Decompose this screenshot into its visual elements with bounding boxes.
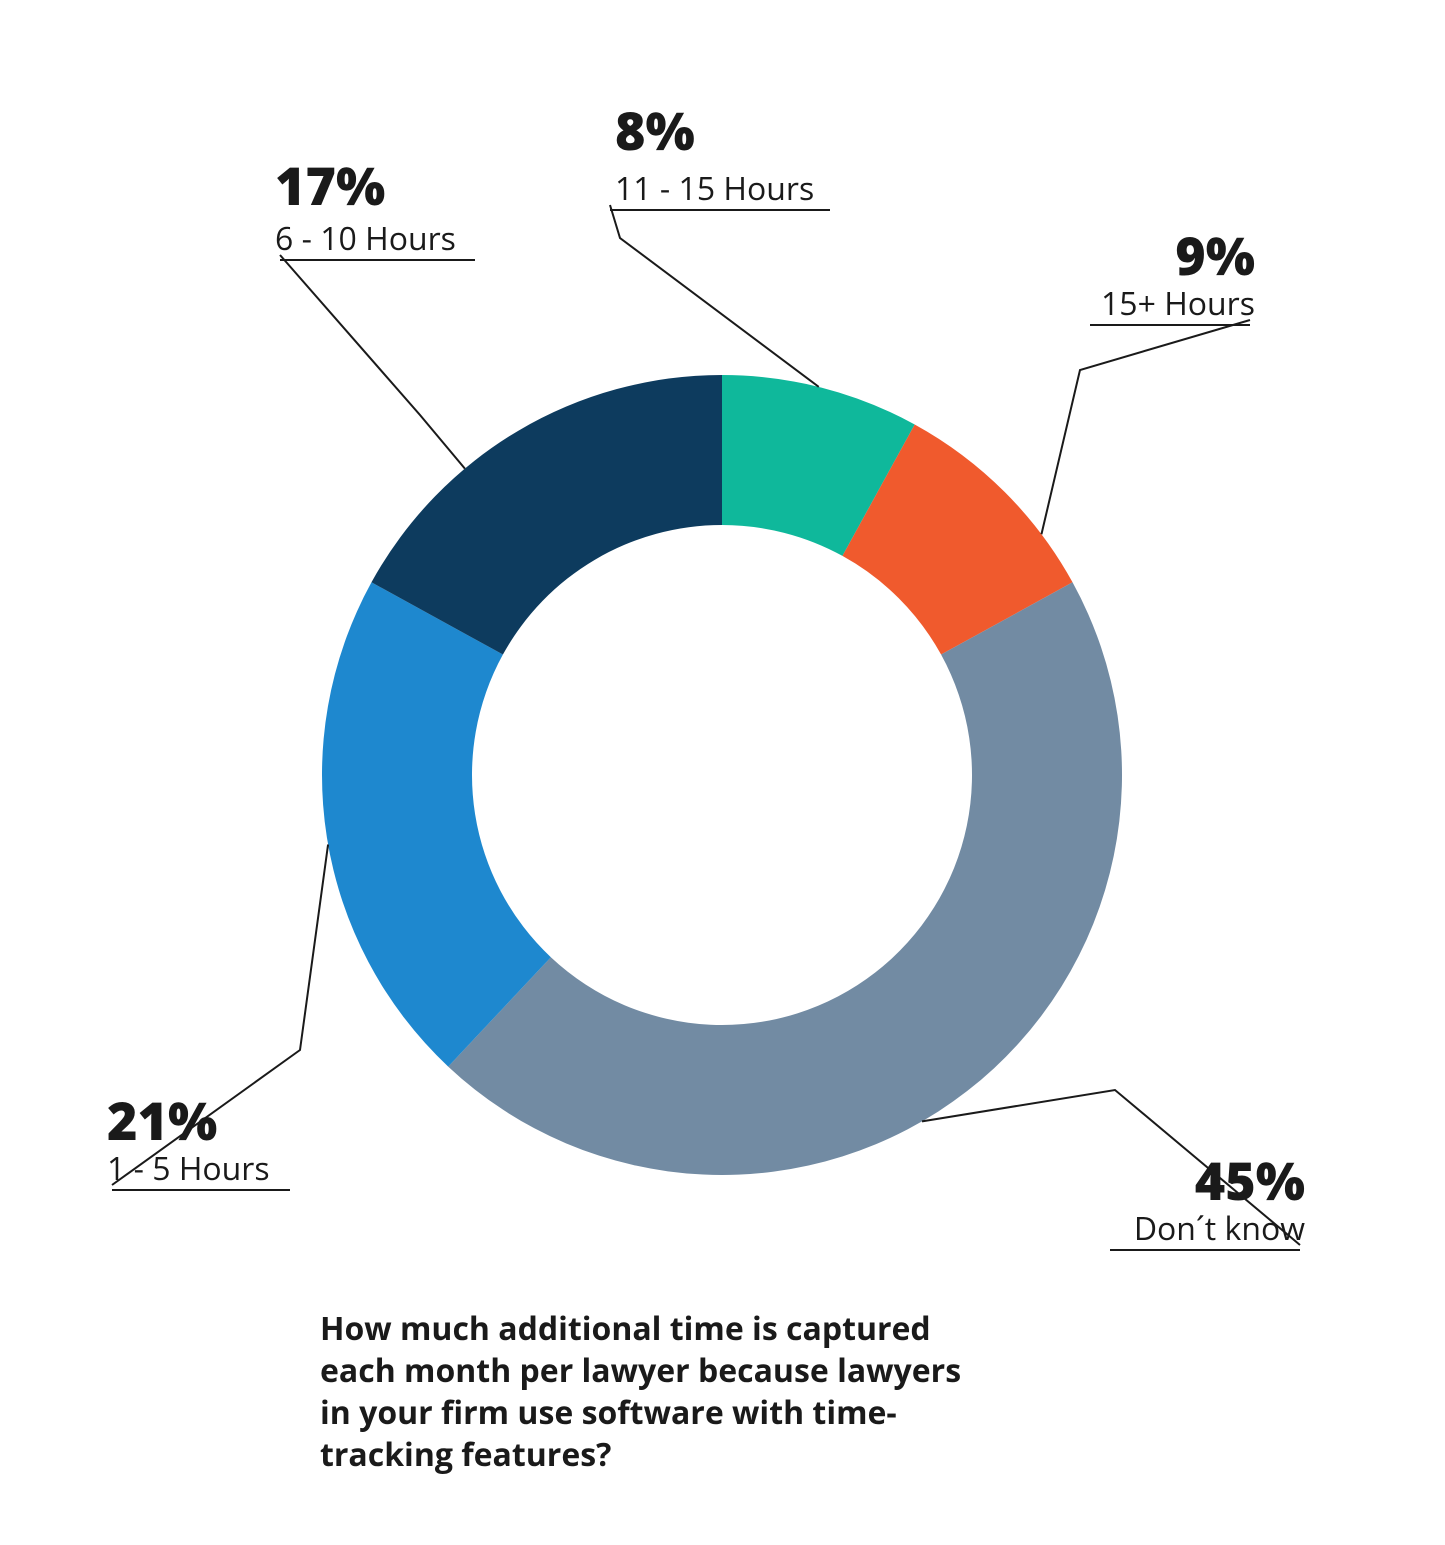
slice-percent: 9% <box>1175 220 1255 291</box>
slice-percent: 17% <box>275 150 385 221</box>
slice-label: 11 - 15 Hours <box>615 167 814 210</box>
chart-caption-line: in your firm use software with time- <box>320 1391 897 1434</box>
chart-caption-line: tracking features? <box>320 1433 611 1476</box>
leader-line <box>610 205 819 387</box>
slice-label: 6 - 10 Hours <box>275 217 456 260</box>
chart-caption-line: How much additional time is captured <box>320 1307 931 1350</box>
donut-slice <box>448 582 1122 1175</box>
leader-line <box>1041 320 1250 534</box>
chart-caption-line: each month per lawyer because lawyers <box>320 1349 961 1392</box>
slice-percent: 21% <box>107 1085 217 1156</box>
slice-label: 1 - 5 Hours <box>107 1147 270 1190</box>
donut-chart-svg: 8%11 - 15 Hours 9%15+ Hours 45%Don´t know 2… <box>0 0 1445 1545</box>
slice-label: 15+ Hours <box>1101 282 1255 325</box>
slice-percent: 8% <box>615 95 695 166</box>
leader-line <box>280 255 465 469</box>
slice-label: Don´t know <box>1134 1207 1305 1250</box>
donut-chart-container: 8%11 - 15 Hours 9%15+ Hours 45%Don´t know 2… <box>0 0 1445 1545</box>
slice-percent: 45% <box>1195 1145 1305 1216</box>
